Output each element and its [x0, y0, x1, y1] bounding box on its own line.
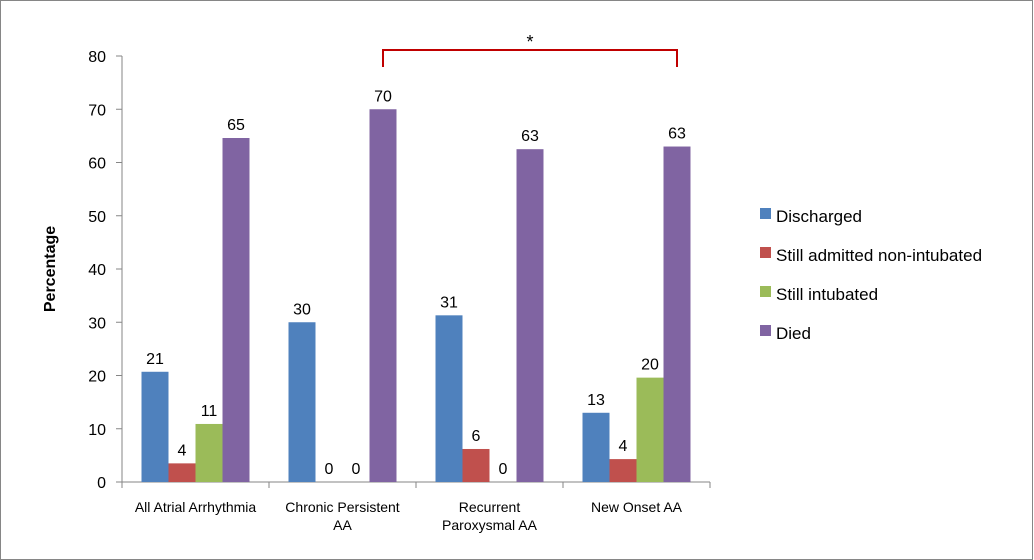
y-tick-label: 60: [88, 156, 106, 173]
data-label: 63: [521, 128, 539, 145]
data-label: 31: [440, 294, 458, 311]
bar-discharged: [141, 371, 169, 482]
data-label: 13: [587, 392, 605, 409]
legend-swatch: [760, 247, 771, 258]
legend-label: Still admitted non-intubated: [776, 246, 982, 265]
data-label: 63: [668, 126, 686, 143]
x-tick-label: AA: [333, 517, 352, 533]
bar-died: [663, 146, 691, 482]
legend-label: Died: [776, 324, 811, 343]
bar-still-admitted-non-intubated: [609, 459, 637, 482]
y-tick-label: 30: [88, 315, 106, 332]
x-tick-label: Chronic Persistent: [285, 499, 399, 515]
bar-discharged: [582, 412, 610, 482]
x-tick-label: Recurrent: [459, 499, 521, 515]
x-tick-label: New Onset AA: [591, 499, 683, 515]
bar-still-admitted-non-intubated: [462, 448, 490, 482]
data-label: 6: [472, 428, 481, 445]
bar-still-intubated: [636, 377, 664, 482]
data-label: 21: [146, 351, 164, 368]
legend-label: Still intubated: [776, 285, 878, 304]
legend-swatch: [760, 286, 771, 297]
data-label: 65: [227, 117, 245, 134]
y-tick-label: 80: [88, 49, 106, 66]
data-label: 4: [619, 438, 628, 455]
legend-label: Discharged: [776, 207, 862, 226]
significance-bracket: [382, 49, 678, 67]
y-tick-label: 50: [88, 209, 106, 226]
x-tick-label: Paroxysmal AA: [442, 517, 538, 533]
data-label: 11: [201, 403, 218, 420]
bar-discharged: [288, 322, 316, 482]
y-tick-label: 20: [88, 369, 106, 386]
y-tick-label: 10: [88, 422, 106, 439]
data-label: 20: [641, 357, 659, 374]
data-label: 0: [325, 461, 334, 478]
significance-star: *: [526, 32, 533, 52]
legend-swatch: [760, 208, 771, 219]
data-label: 4: [178, 442, 187, 459]
data-label: 30: [293, 301, 311, 318]
legend-swatch: [760, 325, 771, 336]
bar-died: [369, 109, 397, 482]
data-label: 0: [499, 461, 508, 478]
bar-still-admitted-non-intubated: [168, 463, 196, 482]
bar-discharged: [435, 315, 463, 482]
bar-still-intubated: [195, 423, 223, 482]
x-tick-label: All Atrial Arrhythmia: [135, 499, 257, 515]
y-tick-label: 0: [97, 475, 106, 492]
y-tick-label: 70: [88, 102, 106, 119]
data-label: 0: [352, 461, 361, 478]
bar-died: [516, 149, 544, 482]
bar-died: [222, 138, 250, 482]
y-tick-label: 40: [88, 262, 106, 279]
data-label: 70: [374, 88, 392, 105]
y-axis-label: Percentage: [42, 226, 59, 312]
